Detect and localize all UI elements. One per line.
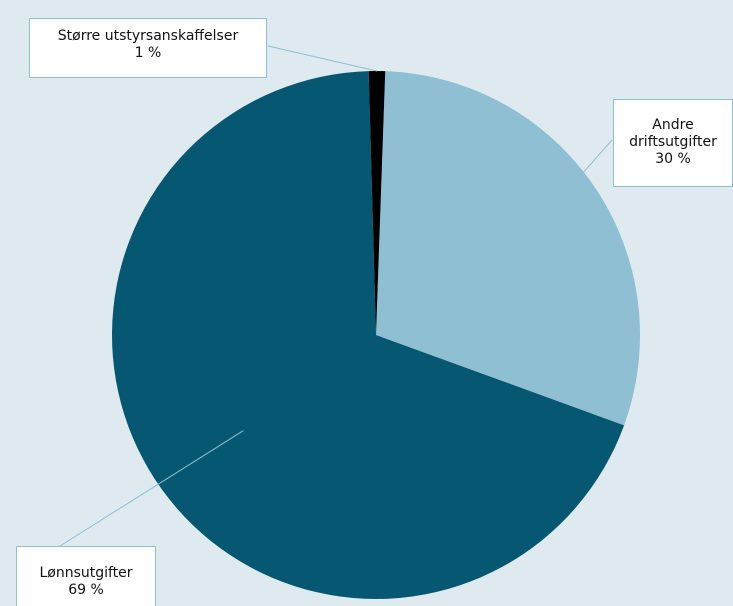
slice-label-name: Større utstyrsanskaffelser [57,28,239,44]
slice-label-percent: 30 % [655,151,691,167]
slice-label-name-line-2: driftsutgifter [629,134,717,150]
slice-label-percent: 69 % [68,582,104,598]
leader-line-l-nnsutgifter [59,430,244,547]
slice-label-name: Lønnsutgifter [39,565,133,581]
pie-slice-l-nnsutgifter [112,71,625,600]
slice-label-andre-driftsutgifter: Andre driftsutgifter 30 % [613,99,733,187]
slice-label-storre-utstyrsanskaffelser: Større utstyrsanskaffelser 1 % [29,18,267,78]
pie-slice-st-rre-utstyrsanskaffelser [368,71,386,336]
leader-line-andre-driftsutgifter [533,139,613,230]
leader-line-st-rre-utstyrsanskaffelser [267,45,378,72]
pie-slice-andre-driftsutgifter [376,71,641,426]
slice-label-lonnsutgifter: Lønnsutgifter 69 % [16,546,156,606]
slice-label-name-line-1: Andre [652,117,694,133]
slice-label-percent: 1 % [134,45,162,61]
